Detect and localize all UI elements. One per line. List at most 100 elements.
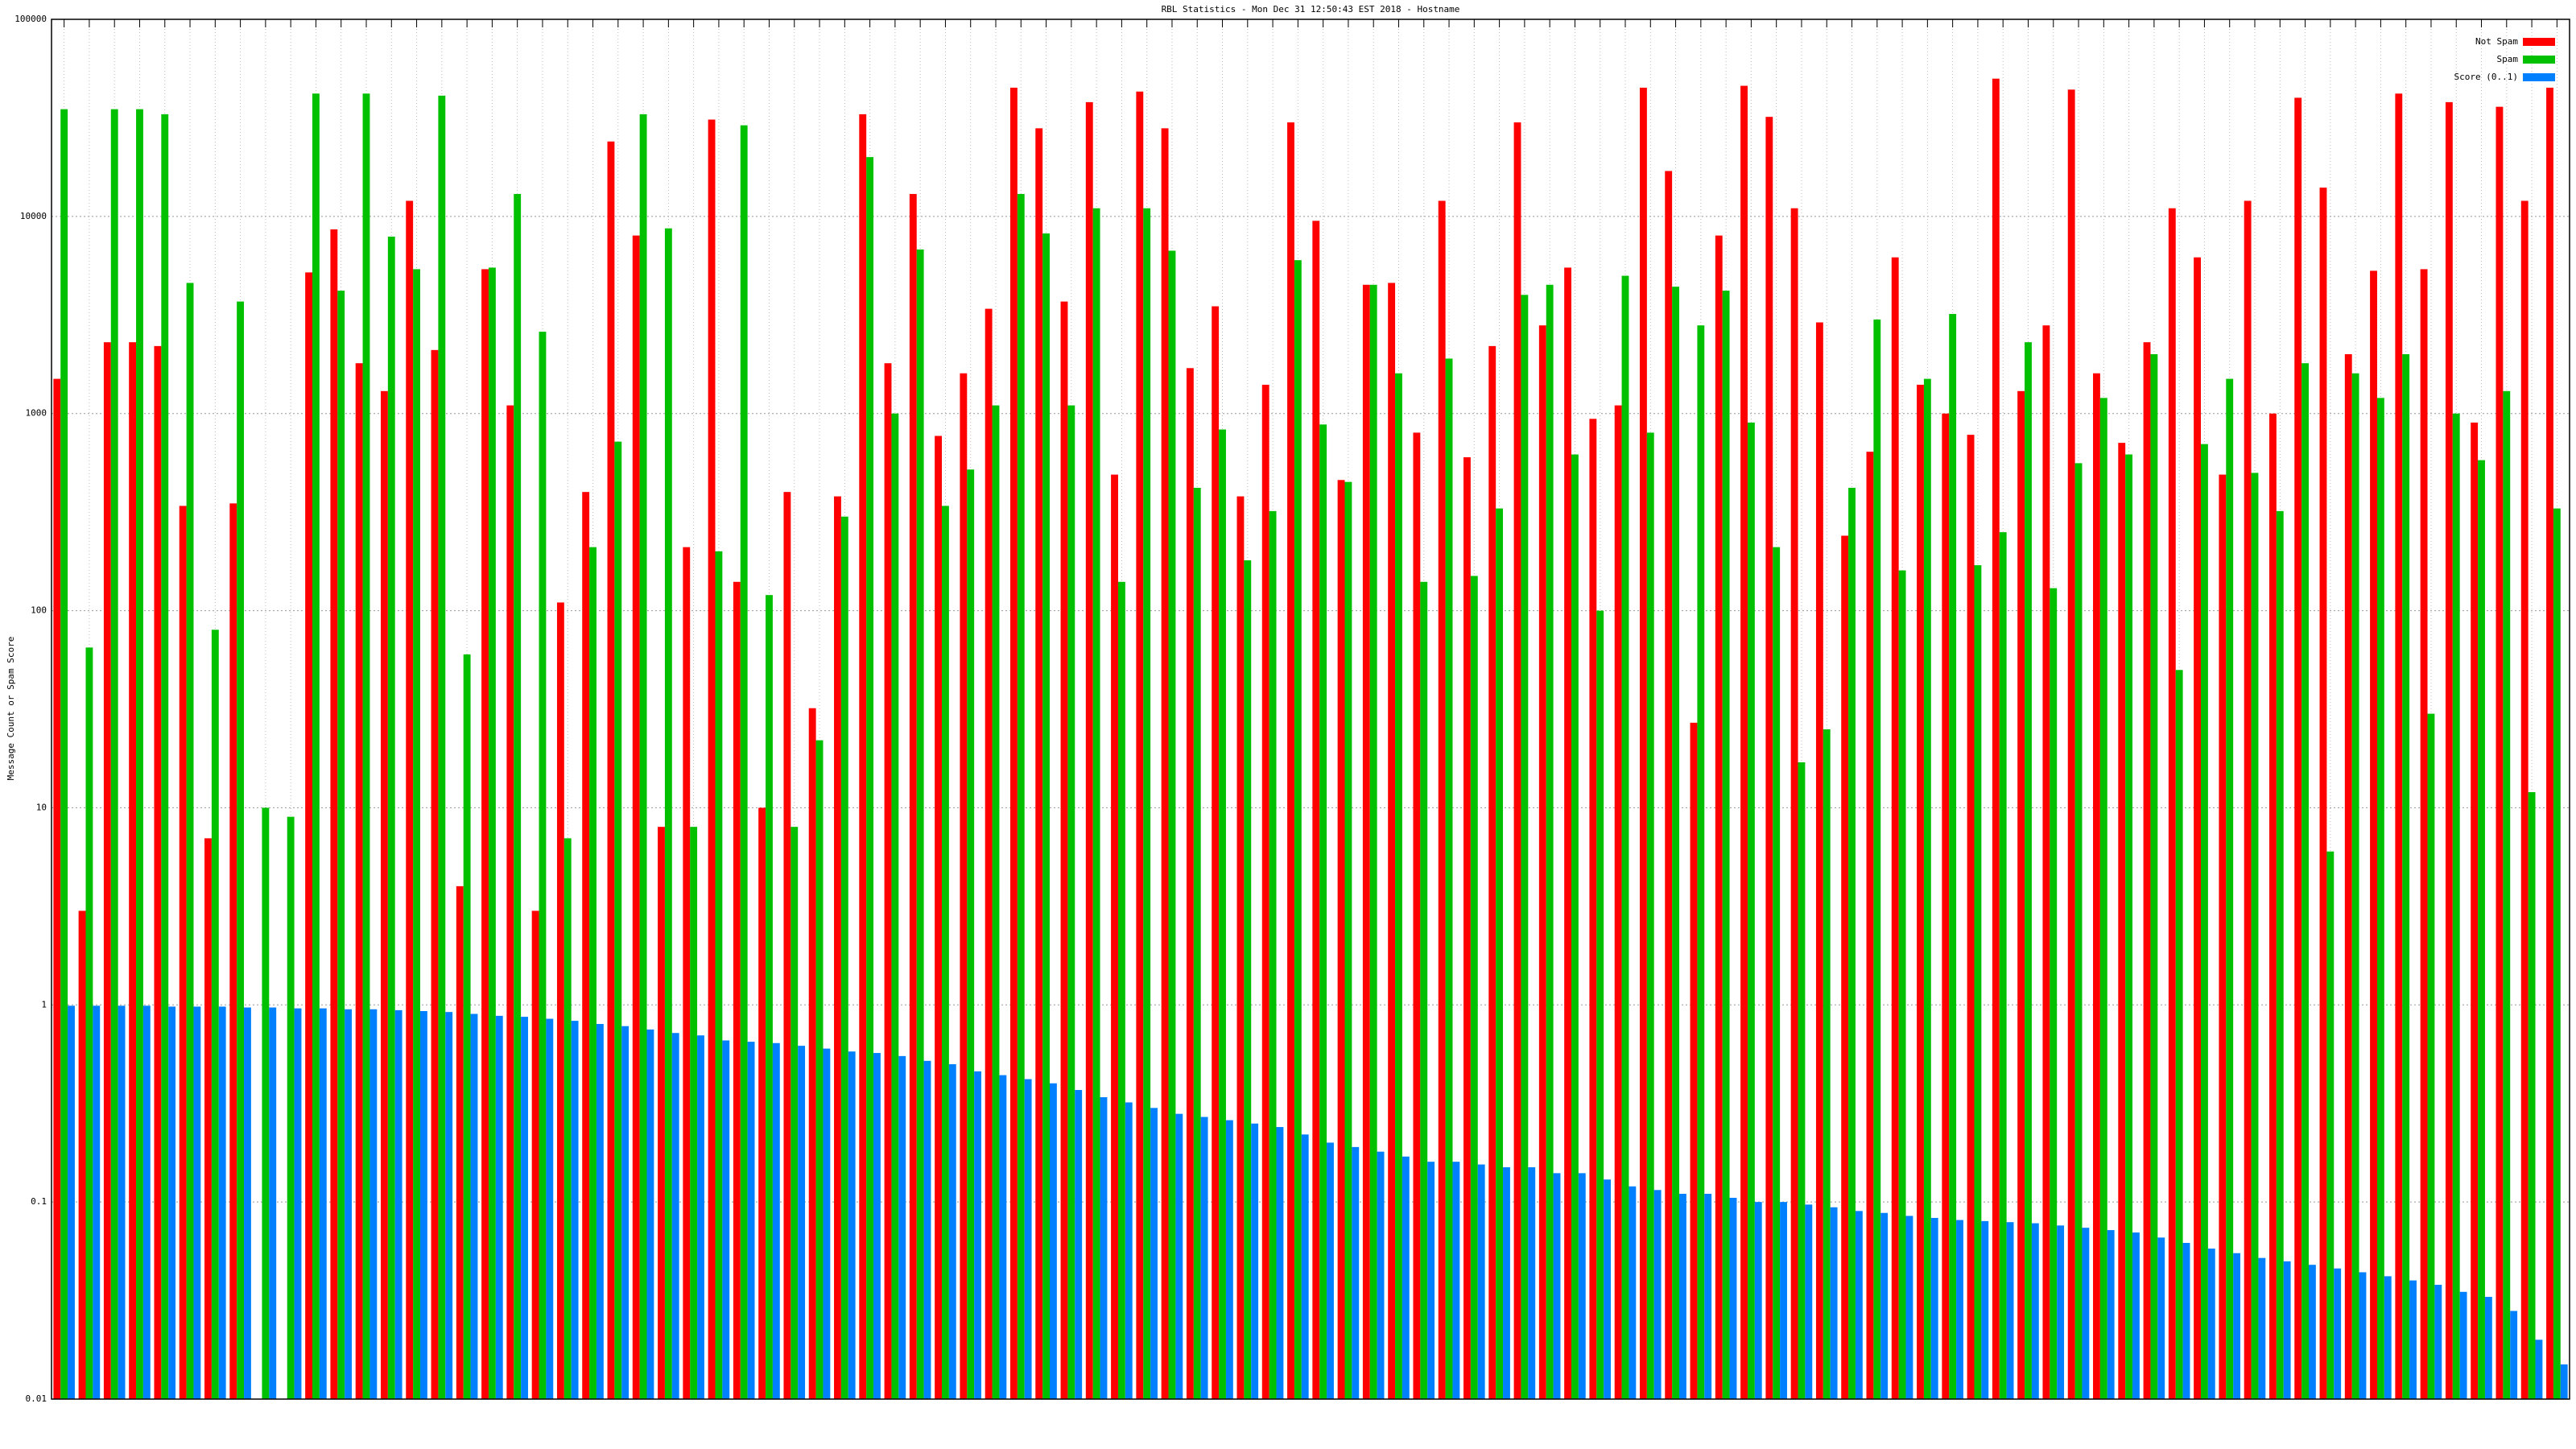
bar <box>85 647 93 1399</box>
bar <box>1923 378 1931 1400</box>
bar <box>2553 508 2561 1399</box>
bar <box>2276 510 2284 1399</box>
bar <box>1067 405 1075 1399</box>
bar <box>1790 208 1798 1399</box>
bar <box>1578 1173 1586 1399</box>
bar <box>2042 325 2050 1399</box>
bar <box>2528 792 2536 1399</box>
bar <box>78 910 86 1399</box>
bar <box>495 1015 503 1399</box>
bar <box>387 236 395 1400</box>
bar <box>639 114 647 1400</box>
bar <box>110 109 118 1400</box>
bar <box>380 390 388 1399</box>
bar <box>848 1051 856 1399</box>
bar <box>1930 1217 1938 1399</box>
bar <box>1780 1202 1787 1399</box>
bar <box>2283 1261 2291 1399</box>
bar <box>891 413 899 1399</box>
bar <box>2233 1253 2241 1399</box>
bar <box>1665 171 1673 1400</box>
bar <box>783 492 791 1399</box>
legend-swatch <box>2523 56 2555 64</box>
bar <box>1143 208 1151 1399</box>
bar <box>1092 208 1100 1399</box>
bar <box>294 1008 302 1399</box>
bar <box>840 516 848 1399</box>
bar <box>582 492 590 1399</box>
bar <box>129 342 137 1400</box>
bar <box>506 405 514 1399</box>
bar <box>2503 390 2511 1399</box>
bar <box>218 1006 226 1399</box>
bar <box>1690 722 1698 1399</box>
legend-label: Not Spam <box>2475 36 2518 47</box>
bar <box>136 109 143 1400</box>
bar <box>1017 193 1025 1400</box>
bar <box>1369 284 1377 1400</box>
bar <box>1261 384 1269 1399</box>
bar <box>2496 106 2504 1400</box>
bar <box>834 496 841 1399</box>
bar <box>697 1035 704 1399</box>
bar <box>431 349 439 1399</box>
bar <box>1276 1127 1284 1399</box>
bar <box>873 1053 881 1399</box>
bar <box>438 95 446 1400</box>
bar <box>1992 78 2000 1399</box>
bar <box>1855 1211 1863 1399</box>
bar <box>974 1071 982 1399</box>
bar <box>2434 1285 2442 1399</box>
bar <box>2445 101 2453 1400</box>
bar <box>2082 1228 2090 1399</box>
bar <box>992 405 1000 1399</box>
bar <box>1452 1162 1460 1399</box>
bar <box>2025 342 2032 1400</box>
bar <box>362 93 370 1399</box>
bar <box>237 301 245 1399</box>
bar <box>168 1006 176 1399</box>
bar <box>683 547 691 1399</box>
bar <box>531 910 539 1399</box>
bar <box>118 1005 126 1399</box>
y-tick-label: 10000 <box>20 211 47 221</box>
bar <box>1161 128 1169 1399</box>
bar <box>68 1005 75 1399</box>
bar <box>715 551 723 1399</box>
bar <box>1301 1134 1309 1399</box>
bar <box>456 886 464 1399</box>
bar <box>2132 1232 2140 1399</box>
bar <box>1614 405 1622 1399</box>
y-tick-label: 0.01 <box>26 1393 47 1404</box>
bar <box>740 125 748 1399</box>
bar <box>1704 1194 1712 1399</box>
bar <box>2535 1340 2543 1399</box>
bar <box>898 1055 906 1399</box>
bar <box>1100 1097 1108 1399</box>
y-tick-label: 100 <box>31 605 47 616</box>
bar <box>2175 670 2183 1399</box>
bar <box>2219 474 2227 1399</box>
bar <box>1413 432 1421 1400</box>
bar <box>747 1042 755 1399</box>
bar <box>2258 1257 2266 1399</box>
bar <box>269 1007 277 1399</box>
bar <box>1621 275 1629 1399</box>
bar <box>305 272 313 1399</box>
bar <box>2150 354 2158 1400</box>
bar <box>1956 1220 1963 1399</box>
bar <box>1225 1120 1233 1399</box>
bar <box>2334 1268 2342 1399</box>
bar <box>1646 432 1654 1400</box>
bar <box>2074 463 2083 1399</box>
bar <box>142 1005 151 1399</box>
bar <box>2031 1223 2039 1399</box>
chart-title: RBL Statistics - Mon Dec 31 12:50:43 EST… <box>1162 4 1460 14</box>
bar <box>1564 267 1572 1400</box>
bar <box>722 1040 730 1399</box>
bar <box>1596 610 1604 1399</box>
bar <box>2067 89 2075 1399</box>
bar <box>1639 87 1647 1400</box>
